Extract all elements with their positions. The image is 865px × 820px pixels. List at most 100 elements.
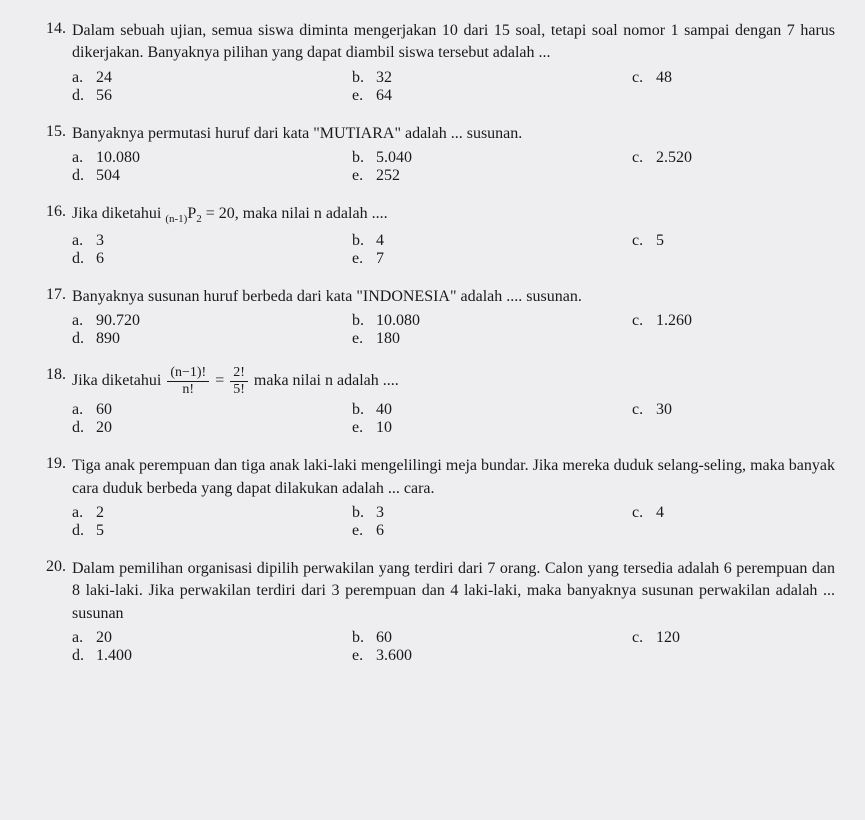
opt-label-a: a. [72,312,96,330]
options: a.2 b.3 c.4 d.5 e.6 [72,504,835,540]
opt-label-b: b. [352,149,376,167]
q16-post: = 20, maka nilai n adalah .... [202,205,388,222]
question-number: 18. [30,366,72,384]
opt-d: 56 [96,87,112,105]
options: a.20 b.60 c.120 d.1.400 e.3.600 [72,629,835,665]
opt-label-d: d. [72,647,96,665]
opt-label-e: e. [352,419,376,437]
opt-e: 180 [376,330,400,348]
opt-label-c: c. [632,504,656,522]
q16-p: P [187,205,196,222]
question-text: Dalam pemilihan organisasi dipilih perwa… [72,558,835,625]
frac1-den: n! [167,382,209,397]
opt-d: 20 [96,419,112,437]
opt-label-d: d. [72,419,96,437]
opt-a: 2 [96,504,104,522]
question-text: Jika diketahui (n-1)P2 = 20, maka nilai … [72,203,835,228]
question-number: 15. [30,123,72,141]
opt-label-e: e. [352,87,376,105]
frac2-den: 5! [230,382,248,397]
opt-label-a: a. [72,232,96,250]
q18-eq: = [215,372,228,389]
opt-d: 504 [96,167,120,185]
opt-e: 6 [376,522,384,540]
opt-e: 64 [376,87,392,105]
opt-label-c: c. [632,232,656,250]
opt-label-a: a. [72,629,96,647]
opt-label-a: a. [72,504,96,522]
opt-label-b: b. [352,629,376,647]
options: a.3 b.4 c.5 d.6 e.7 [72,232,835,268]
q16-sub-base: (n-1) [165,213,187,225]
q18-post: maka nilai n adalah .... [254,372,399,389]
question-number: 14. [30,20,72,38]
opt-label-a: a. [72,149,96,167]
opt-e: 10 [376,419,392,437]
q16-pre: Jika diketahui [72,205,165,222]
opt-label-d: d. [72,522,96,540]
question-text: Jika diketahui (n−1)! n! = 2! 5! maka ni… [72,366,835,397]
opt-b: 60 [376,629,392,647]
opt-a: 20 [96,629,112,647]
opt-e: 3.600 [376,647,412,665]
opt-d: 1.400 [96,647,132,665]
question-17: 17. Banyaknya susunan huruf berbeda dari… [30,286,835,348]
opt-label-c: c. [632,629,656,647]
fraction-2: 2! 5! [230,366,248,397]
opt-b: 32 [376,69,392,87]
question-number: 19. [30,455,72,473]
opt-label-e: e. [352,647,376,665]
opt-label-a: a. [72,69,96,87]
opt-a: 24 [96,69,112,87]
opt-label-c: c. [632,401,656,419]
opt-b: 10.080 [376,312,420,330]
opt-c: 5 [656,232,664,250]
question-number: 16. [30,203,72,221]
question-18: 18. Jika diketahui (n−1)! n! = 2! 5! mak… [30,366,835,437]
opt-label-c: c. [632,69,656,87]
opt-label-a: a. [72,401,96,419]
question-15: 15. Banyaknya permutasi huruf dari kata … [30,123,835,185]
opt-c: 120 [656,629,680,647]
opt-d: 5 [96,522,104,540]
options: a.60 b.40 c.30 d.20 e.10 [72,401,835,437]
opt-c: 1.260 [656,312,692,330]
opt-b: 3 [376,504,384,522]
options: a.10.080 b.5.040 c.2.520 d.504 e.252 [72,149,835,185]
opt-a: 10.080 [96,149,140,167]
opt-b: 5.040 [376,149,412,167]
opt-label-b: b. [352,312,376,330]
options: a.24 b.32 c.48 d.56 e.64 [72,69,835,105]
opt-label-b: b. [352,232,376,250]
question-19: 19. Tiga anak perempuan dan tiga anak la… [30,455,835,540]
question-number: 17. [30,286,72,304]
opt-c: 30 [656,401,672,419]
question-16: 16. Jika diketahui (n-1)P2 = 20, maka ni… [30,203,835,268]
opt-label-d: d. [72,87,96,105]
opt-label-b: b. [352,401,376,419]
opt-label-d: d. [72,167,96,185]
question-text: Dalam sebuah ujian, semua siswa diminta … [72,20,835,65]
opt-c: 2.520 [656,149,692,167]
question-14: 14. Dalam sebuah ujian, semua siswa dimi… [30,20,835,105]
opt-d: 6 [96,250,104,268]
opt-label-e: e. [352,167,376,185]
opt-a: 60 [96,401,112,419]
opt-label-e: e. [352,250,376,268]
frac2-num: 2! [230,366,248,382]
opt-label-d: d. [72,250,96,268]
opt-e: 7 [376,250,384,268]
options: a.90.720 b.10.080 c.1.260 d.890 e.180 [72,312,835,348]
question-text: Banyaknya susunan huruf berbeda dari kat… [72,286,835,308]
opt-c: 4 [656,504,664,522]
question-number: 20. [30,558,72,576]
question-text: Tiga anak perempuan dan tiga anak laki-l… [72,455,835,500]
q18-pre: Jika diketahui [72,372,165,389]
opt-label-d: d. [72,330,96,348]
opt-b: 40 [376,401,392,419]
opt-b: 4 [376,232,384,250]
opt-a: 90.720 [96,312,140,330]
opt-label-c: c. [632,312,656,330]
opt-label-e: e. [352,330,376,348]
question-20: 20. Dalam pemilihan organisasi dipilih p… [30,558,835,665]
